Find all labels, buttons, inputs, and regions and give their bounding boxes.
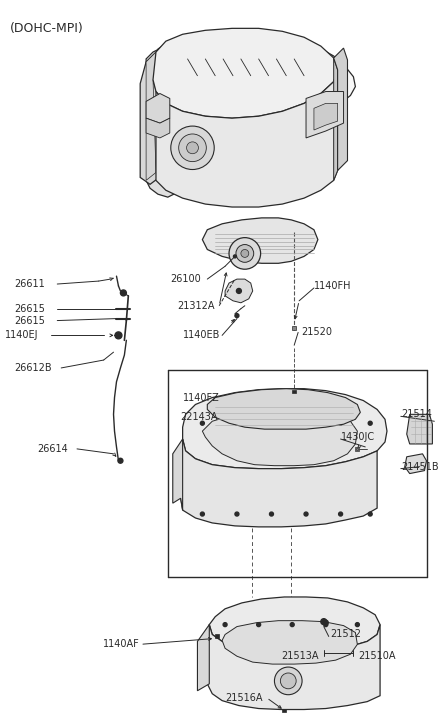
Bar [356, 448, 358, 450]
Text: 21451B: 21451B [401, 462, 438, 472]
Text: 1140EB: 1140EB [182, 330, 220, 340]
Polygon shape [334, 58, 338, 180]
Text: 26615: 26615 [14, 304, 45, 314]
Polygon shape [198, 624, 209, 691]
Polygon shape [209, 597, 380, 651]
Text: 26611: 26611 [14, 279, 45, 289]
Polygon shape [146, 35, 355, 130]
Polygon shape [306, 92, 343, 138]
Circle shape [235, 313, 239, 318]
Text: 1140FZ: 1140FZ [182, 393, 219, 403]
Polygon shape [153, 28, 338, 119]
Polygon shape [146, 119, 170, 138]
Circle shape [171, 126, 214, 169]
Text: 26615: 26615 [14, 316, 45, 326]
Bar [292, 326, 296, 331]
Circle shape [368, 421, 372, 425]
Polygon shape [207, 624, 380, 710]
Bar [293, 390, 296, 393]
Text: 1140AF: 1140AF [103, 639, 140, 649]
Polygon shape [182, 389, 387, 469]
Text: 26612B: 26612B [14, 363, 51, 373]
Circle shape [368, 512, 372, 516]
Circle shape [256, 622, 260, 627]
Text: 21312A: 21312A [178, 301, 215, 310]
Polygon shape [146, 64, 178, 197]
Circle shape [200, 421, 204, 425]
Text: 21520: 21520 [301, 327, 332, 337]
Circle shape [304, 512, 308, 516]
Circle shape [235, 512, 239, 516]
Text: 1140FH: 1140FH [314, 281, 351, 291]
Polygon shape [207, 389, 360, 429]
Polygon shape [140, 52, 166, 185]
Circle shape [304, 421, 308, 425]
Circle shape [281, 673, 296, 688]
Text: 22143A: 22143A [181, 412, 218, 422]
Circle shape [274, 667, 302, 695]
Text: 1430JC: 1430JC [341, 432, 375, 442]
Polygon shape [150, 31, 341, 123]
Polygon shape [314, 103, 338, 130]
Text: 21514: 21514 [401, 409, 432, 419]
Polygon shape [146, 52, 156, 180]
Circle shape [339, 421, 343, 425]
Circle shape [290, 622, 294, 627]
Polygon shape [181, 439, 377, 527]
Polygon shape [407, 414, 432, 444]
Circle shape [339, 512, 343, 516]
Bar [355, 447, 359, 451]
Text: 21510A: 21510A [358, 651, 396, 661]
Circle shape [236, 289, 241, 294]
Polygon shape [202, 218, 318, 263]
Text: 21513A: 21513A [281, 651, 319, 661]
Text: 26614: 26614 [37, 444, 68, 454]
Circle shape [355, 622, 359, 627]
Circle shape [323, 620, 328, 625]
Circle shape [233, 255, 236, 258]
Polygon shape [405, 454, 426, 473]
Circle shape [118, 458, 123, 463]
Circle shape [186, 142, 198, 153]
Polygon shape [225, 279, 253, 302]
Text: (DOHC-MPI): (DOHC-MPI) [10, 23, 83, 36]
Polygon shape [222, 621, 357, 664]
Text: 1140EJ: 1140EJ [5, 330, 38, 340]
Circle shape [241, 249, 249, 257]
Polygon shape [146, 94, 170, 123]
Polygon shape [173, 439, 182, 510]
Polygon shape [334, 48, 347, 171]
Circle shape [236, 244, 254, 262]
Circle shape [223, 622, 227, 627]
Circle shape [229, 238, 260, 269]
Circle shape [200, 512, 204, 516]
Polygon shape [202, 411, 357, 466]
Circle shape [269, 512, 273, 516]
Circle shape [115, 332, 122, 339]
Circle shape [324, 622, 328, 627]
Circle shape [120, 290, 126, 296]
Text: 21516A: 21516A [225, 693, 263, 703]
Bar [215, 635, 219, 638]
Polygon shape [156, 70, 338, 207]
Circle shape [179, 134, 206, 161]
Circle shape [235, 421, 239, 425]
Text: 21512: 21512 [331, 630, 362, 640]
Bar [282, 709, 286, 712]
Circle shape [321, 619, 327, 624]
Circle shape [269, 421, 273, 425]
Text: 26100: 26100 [170, 274, 201, 284]
